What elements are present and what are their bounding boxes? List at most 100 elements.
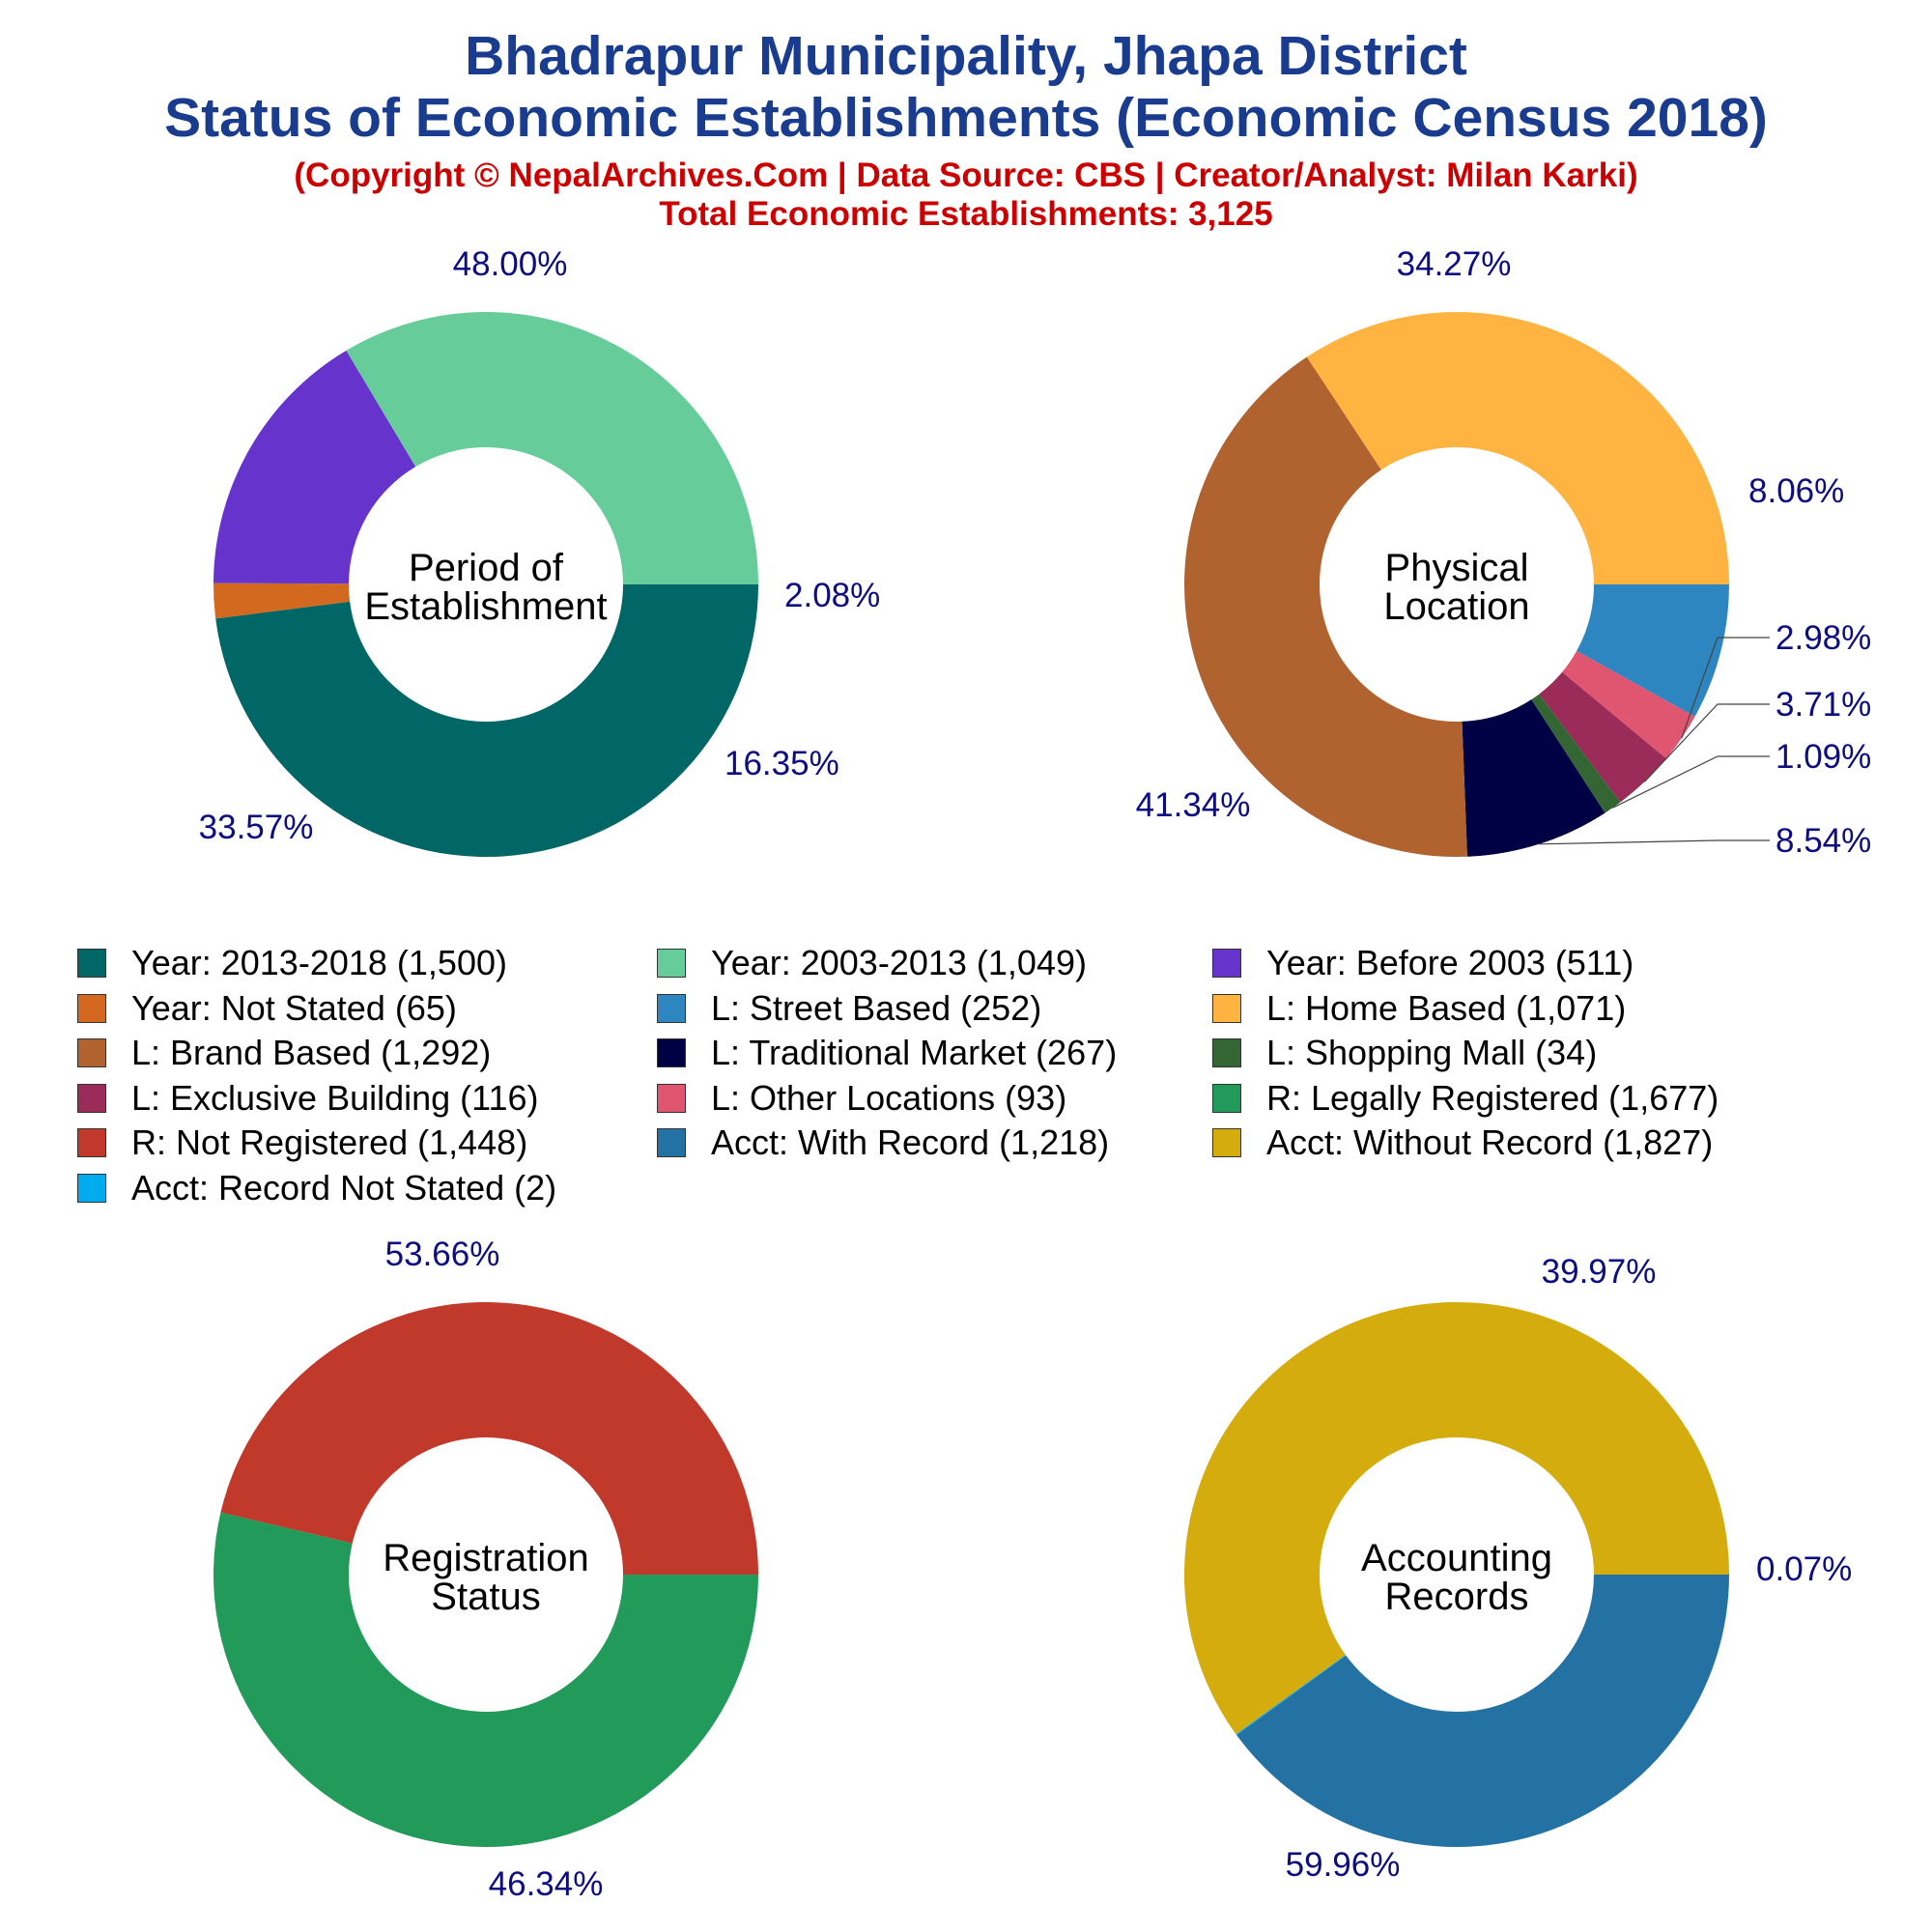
legend-label: R: Not Registered (1,448)	[131, 1122, 528, 1162]
slice-l-home-based	[1306, 311, 1729, 584]
data-label-l-home-based: 34.27%	[1397, 245, 1512, 283]
legend-swatch	[77, 1128, 106, 1157]
legend-swatch	[657, 1038, 686, 1067]
legend-item-year-before-2003: Year: Before 2003 (511)	[1212, 942, 1634, 984]
legend-swatch	[1212, 949, 1241, 978]
center-label-line-1: Accounting	[1361, 1537, 1552, 1579]
slice-r-legally-registered	[213, 1512, 759, 1848]
legend-item-acct-with-record: Acct: With Record (1,218)	[657, 1122, 1109, 1164]
leader-line-l-shopping-mall	[1612, 755, 1770, 809]
legend-item-acct-record-not-stated: Acct: Record Not Stated (2)	[77, 1167, 556, 1209]
data-label-year-not-stated: 2.08%	[784, 577, 880, 614]
legend-label: L: Home Based (1,071)	[1266, 987, 1627, 1028]
center-label-line-2: Location	[1383, 585, 1529, 628]
legend-label: R: Legally Registered (1,677)	[1266, 1077, 1719, 1118]
slice-acct-without-record	[1184, 1301, 1729, 1735]
leader-line-l-other-locations	[1681, 637, 1770, 739]
data-label-l-shopping-mall: 1.09%	[1776, 738, 1871, 776]
legend-swatch	[1212, 1128, 1241, 1157]
legend-swatch	[657, 949, 686, 978]
legend-item-l-other-locations: L: Other Locations (93)	[657, 1077, 1066, 1120]
data-label-l-other-locations: 2.98%	[1776, 619, 1871, 657]
legend-label: Year: 2003-2013 (1,049)	[711, 943, 1087, 982]
center-label-line-1: Registration	[383, 1537, 588, 1579]
legend-swatch	[77, 993, 106, 1023]
data-label-l-exclusive-building: 3.71%	[1776, 686, 1871, 724]
legend-swatch	[1212, 993, 1241, 1023]
legend-label: Year: Before 2003 (511)	[1266, 943, 1634, 982]
chart-title-line-1: Bhadrapur Municipality, Jhapa District	[465, 25, 1467, 87]
legend-label: Year: Not Stated (65)	[131, 987, 457, 1028]
legend-item-l-shopping-mall: L: Shopping Mall (34)	[1212, 1032, 1597, 1074]
data-label-year-2003-2013: 33.57%	[199, 809, 314, 846]
legend-item-l-brand-based: L: Brand Based (1,292)	[77, 1032, 491, 1074]
legend-item-acct-without-record: Acct: Without Record (1,827)	[1212, 1122, 1713, 1164]
data-label-acct-without-record: 59.96%	[1286, 1846, 1401, 1884]
legend-label: L: Street Based (252)	[711, 987, 1042, 1028]
donut-chart-2: 8.06% 2.98% 3.71% 1.09% 8.54% 41.34% 34.27% Phy…	[1136, 245, 1872, 860]
slice-r-not-registered	[220, 1302, 759, 1575]
slice-l-shopping-mall	[1531, 694, 1621, 813]
slice-year-2013-2018	[215, 584, 759, 858]
data-label-acct-record-not-stated: 0.07%	[1756, 1550, 1852, 1588]
legend-swatch	[77, 1038, 106, 1067]
data-label-acct-with-record: 39.97%	[1542, 1253, 1657, 1291]
legend-item-year-2003-2013: Year: 2003-2013 (1,049)	[657, 942, 1087, 984]
legend-item-year-not-stated: Year: Not Stated (65)	[77, 987, 457, 1030]
donut-chart-1: 48.00% 2.08% 16.35% 33.57% Period ofEstablis…	[199, 245, 880, 858]
legend-item-r-legally-registered: R: Legally Registered (1,677)	[1212, 1077, 1719, 1120]
center-label-line-1: Physical	[1385, 547, 1529, 589]
slice-l-street-based	[1577, 584, 1729, 717]
data-label-l-traditional-market: 8.54%	[1776, 822, 1871, 860]
data-label-r-legally-registered: 53.66%	[385, 1236, 500, 1273]
slice-l-exclusive-building	[1539, 671, 1666, 803]
legend-label: L: Other Locations (93)	[711, 1077, 1067, 1118]
data-label-l-street-based: 8.06%	[1748, 472, 1844, 510]
center-label-line-2: Status	[431, 1576, 540, 1618]
slice-acct-record-not-stated	[1236, 1655, 1347, 1736]
chart-title-line-2: Status of Economic Establishments (Econo…	[164, 87, 1768, 149]
slice-l-brand-based	[1183, 356, 1467, 857]
chart-header: Bhadrapur Municipality, Jhapa District S…	[0, 0, 1932, 234]
legend-swatch	[1212, 1083, 1241, 1113]
legend-item-l-exclusive-building: L: Exclusive Building (116)	[77, 1077, 539, 1120]
data-label-l-brand-based: 41.34%	[1136, 786, 1251, 824]
legend-label: Year: 2013-2018 (1,500)	[131, 943, 507, 982]
legend-swatch	[77, 1083, 106, 1113]
legend-label: L: Traditional Market (267)	[711, 1033, 1118, 1072]
legend-item-l-traditional-market: L: Traditional Market (267)	[657, 1032, 1117, 1074]
slice-year-2003-2013	[346, 312, 758, 584]
chart-total: Total Economic Establishments: 3,125	[659, 195, 1273, 233]
slice-year-before-2003	[213, 350, 416, 584]
legend-label: L: Shopping Mall (34)	[1266, 1033, 1598, 1072]
legend-swatch	[657, 1083, 686, 1113]
legend-label: L: Exclusive Building (116)	[131, 1077, 539, 1118]
legend-label: Acct: Record Not Stated (2)	[131, 1167, 557, 1208]
legend-swatch	[77, 949, 106, 978]
legend-swatch	[657, 1128, 686, 1157]
center-label-line-1: Period of	[409, 547, 564, 589]
legend-item-r-not-registered: R: Not Registered (1,448)	[77, 1122, 527, 1164]
legend-label: Acct: With Record (1,218)	[711, 1122, 1110, 1162]
slice-year-not-stated	[213, 582, 351, 619]
center-label-line-2: Establishment	[364, 585, 607, 628]
legend-item-l-home-based: L: Home Based (1,071)	[1212, 987, 1626, 1030]
legend-swatch	[1212, 1038, 1241, 1067]
data-label-year-2013-2018: 48.00%	[453, 245, 568, 283]
legend-item-l-street-based: L: Street Based (252)	[657, 987, 1041, 1030]
slice-l-other-locations	[1562, 650, 1695, 759]
legend-item-year-2013-2018: Year: 2013-2018 (1,500)	[77, 942, 507, 984]
leader-line-l-traditional-market	[1539, 839, 1770, 845]
slice-l-traditional-market	[1462, 699, 1605, 857]
legend-swatch	[77, 1173, 106, 1203]
data-label-year-before-2003: 16.35%	[724, 745, 839, 782]
legend-label: Acct: Without Record (1,827)	[1266, 1122, 1714, 1162]
data-label-r-not-registered: 46.34%	[489, 1865, 604, 1903]
chart-subtitle: (Copyright © NepalArchives.Com | Data So…	[294, 156, 1638, 194]
legend-swatch	[657, 993, 686, 1023]
slice-acct-with-record	[1236, 1575, 1729, 1847]
center-label-line-2: Records	[1385, 1576, 1529, 1618]
leader-line-l-exclusive-building	[1643, 703, 1770, 782]
